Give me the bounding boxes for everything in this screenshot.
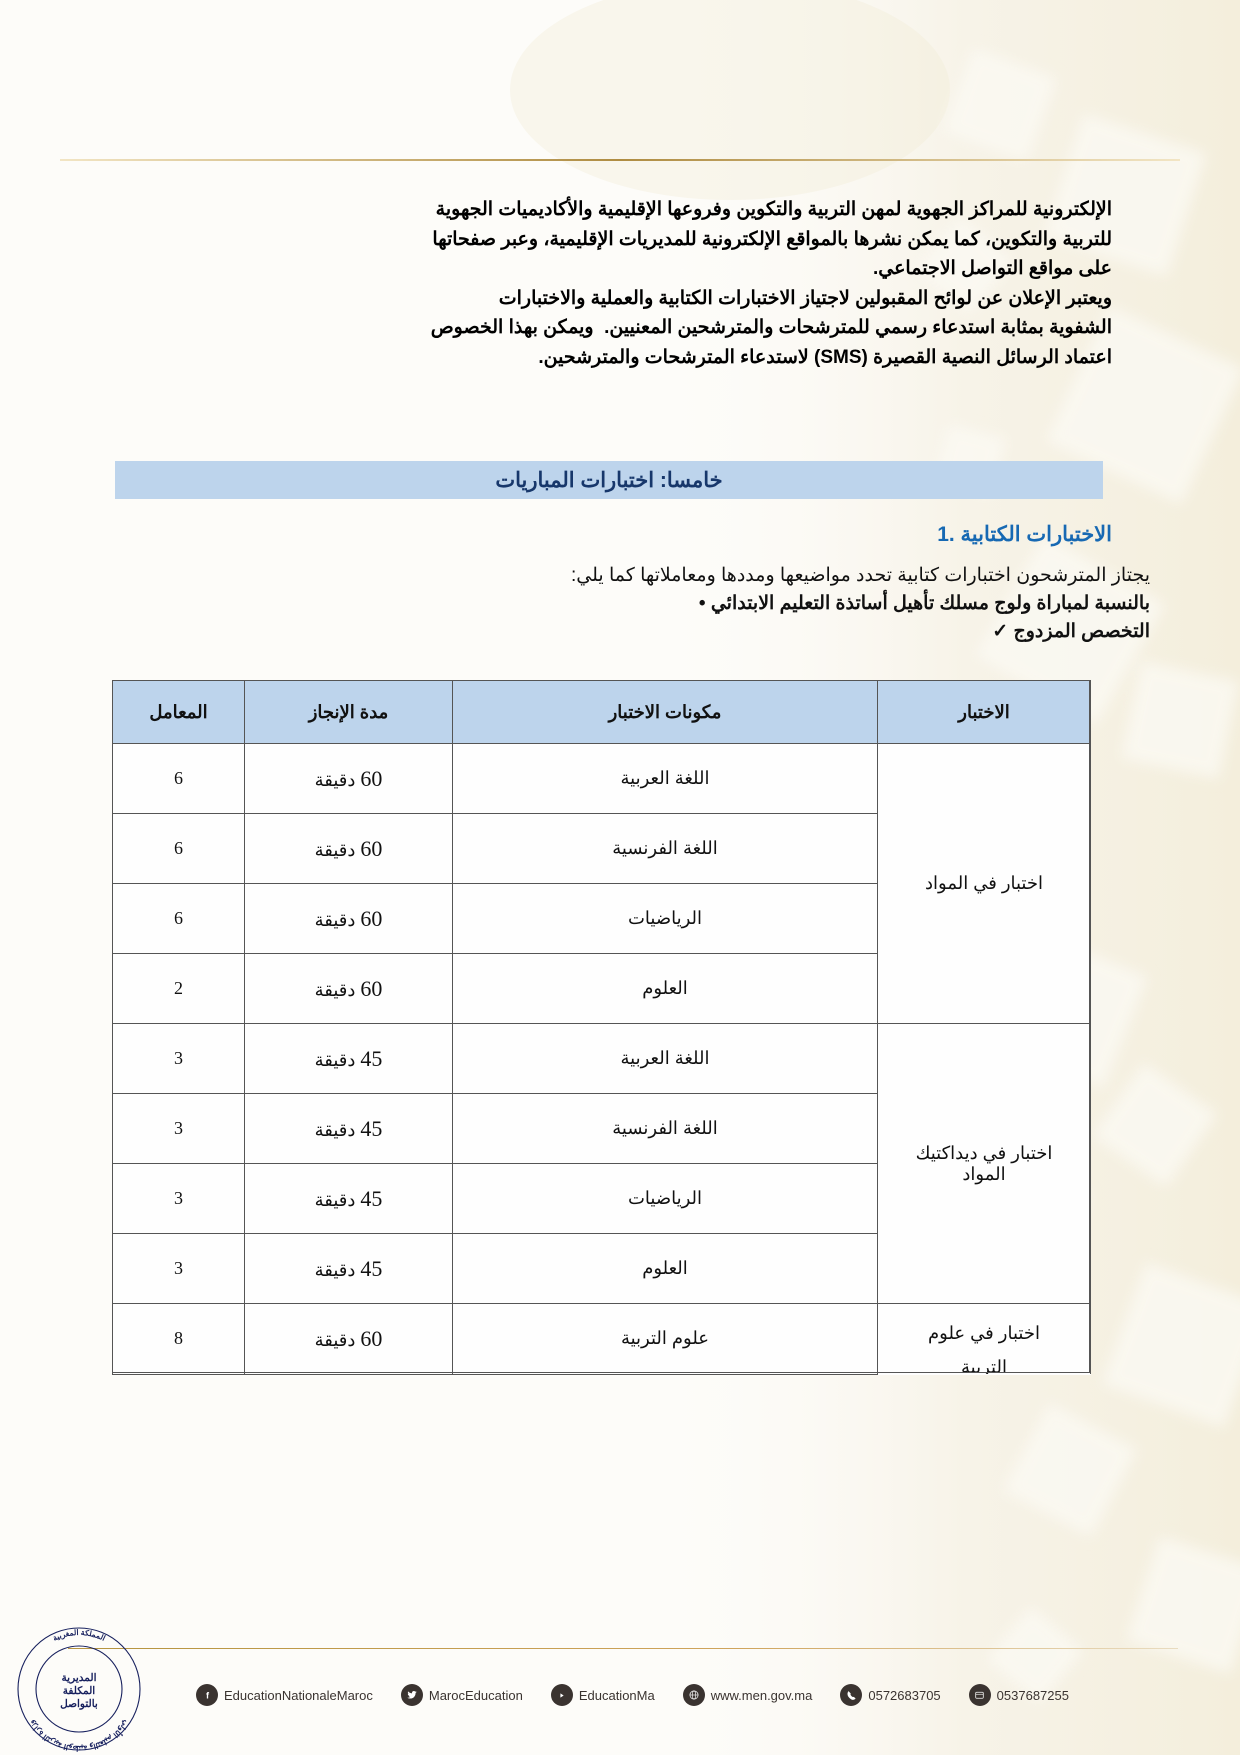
svg-text:f: f <box>205 1690 209 1700</box>
svg-text:بالتواصل: بالتواصل <box>60 1698 98 1710</box>
svg-text:المكلفة: المكلفة <box>63 1685 95 1697</box>
svg-text:المديرية: المديرية <box>62 1672 97 1684</box>
svg-text:وزارة التربية الوطنية والتعليم: وزارة التربية الوطنية والتعليم الأولي <box>27 1718 132 1753</box>
svg-text:المملكة المغربية: المملكة المغربية <box>51 1628 107 1643</box>
